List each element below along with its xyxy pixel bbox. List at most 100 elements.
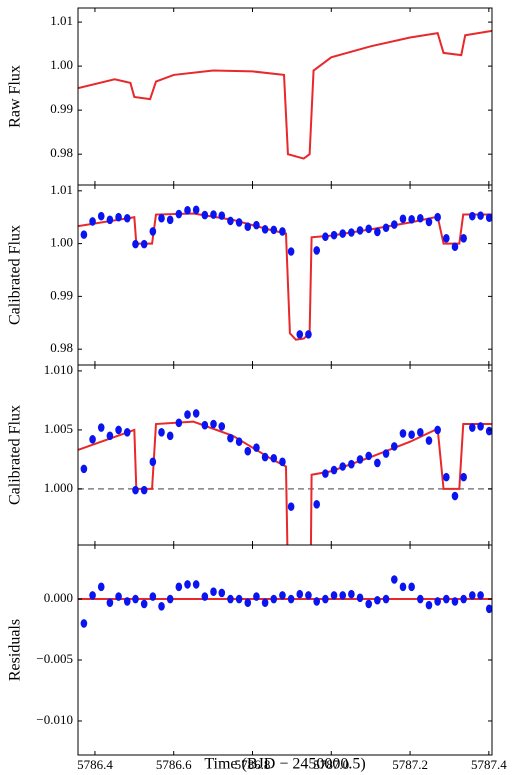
binned-point [106, 215, 114, 225]
y-axis-label: Calibrated Flux [7, 405, 24, 505]
binned-point [175, 209, 183, 219]
binned-point [356, 455, 364, 464]
binned-point [235, 218, 243, 227]
binned-point [469, 591, 476, 600]
binned-point [184, 410, 191, 419]
x-tick-label: 5787.4 [471, 757, 507, 772]
binned-point [356, 226, 364, 235]
binned-point [253, 220, 260, 230]
binned-point [140, 485, 148, 495]
y-axis-label: Raw Flux [7, 65, 24, 128]
binned-point [115, 212, 122, 222]
binned-point [408, 215, 415, 224]
binned-point [305, 330, 312, 339]
binned-point [175, 582, 183, 592]
binned-point [132, 594, 139, 604]
binned-point [89, 217, 96, 226]
binned-point [348, 228, 355, 237]
binned-point [417, 213, 424, 223]
binned-point [244, 222, 252, 232]
binned-point [287, 502, 295, 511]
binned-point [391, 575, 398, 584]
plot-area [78, 205, 492, 341]
binned-point [425, 436, 433, 445]
binned-point [408, 430, 415, 439]
binned-point [115, 592, 122, 601]
binned-point [460, 234, 467, 243]
binned-point [270, 594, 278, 604]
binned-point [158, 602, 165, 611]
binned-point [287, 594, 295, 604]
binned-point [365, 451, 373, 461]
y-tick-label: 0.98 [50, 340, 73, 355]
binned-point [158, 213, 165, 223]
binned-point [399, 582, 407, 592]
binned-point [460, 472, 467, 482]
binned-point [218, 588, 226, 598]
y-tick-label: 1.010 [44, 362, 73, 377]
x-axis-label: Time (BJD − 2450000.5) [204, 756, 365, 773]
y-axis-label: Calibrated Flux [7, 225, 24, 325]
binned-point [253, 443, 260, 452]
plot-area [78, 409, 492, 697]
binned-point [192, 409, 200, 418]
binned-point [460, 594, 467, 604]
y-tick-label: −0.005 [36, 651, 73, 666]
binned-point [175, 418, 183, 428]
binned-point [166, 431, 174, 441]
binned-point [443, 594, 450, 604]
binned-point [451, 491, 459, 501]
binned-point [365, 224, 373, 234]
binned-point [305, 688, 312, 697]
binned-point [425, 217, 433, 227]
binned-point [270, 225, 278, 235]
binned-point [149, 457, 157, 467]
y-tick-label: 1.01 [50, 13, 73, 28]
model-line [78, 420, 492, 545]
binned-point [313, 246, 321, 255]
binned-point [123, 427, 131, 437]
binned-point [132, 239, 139, 249]
binned-point [261, 225, 269, 234]
binned-point [140, 239, 148, 249]
binned-point [469, 211, 476, 221]
x-tick-label: 5787.0 [313, 757, 349, 772]
binned-point [313, 499, 321, 509]
binned-point [80, 619, 88, 628]
binned-point [192, 580, 200, 589]
binned-point [106, 431, 114, 441]
model-line [78, 29, 492, 160]
binned-point [417, 594, 424, 604]
binned-point [123, 213, 131, 223]
binned-point [184, 206, 191, 215]
binned-point [469, 423, 476, 432]
binned-point [89, 435, 96, 444]
binned-point [485, 426, 492, 436]
binned-point [443, 234, 450, 243]
binned-point [227, 433, 234, 443]
x-tick-label: 5787.2 [392, 757, 428, 772]
y-tick-label: 1.01 [50, 182, 73, 197]
binned-point [391, 442, 398, 451]
binned-point [166, 215, 174, 225]
binned-point [408, 582, 415, 592]
binned-point [382, 594, 390, 604]
binned-point [339, 229, 347, 238]
binned-point [210, 210, 217, 219]
binned-point [235, 594, 243, 604]
binned-point [443, 472, 450, 482]
binned-point [374, 595, 381, 605]
binned-point [374, 458, 381, 468]
binned-point [365, 599, 373, 609]
binned-point [296, 330, 304, 339]
binned-point [322, 469, 329, 478]
binned-point [201, 210, 209, 220]
binned-point [140, 599, 148, 609]
panel-frame [77, 184, 493, 366]
binned-point [227, 594, 234, 604]
binned-point [330, 465, 338, 475]
binned-point [339, 591, 347, 600]
binned-point [425, 600, 433, 610]
